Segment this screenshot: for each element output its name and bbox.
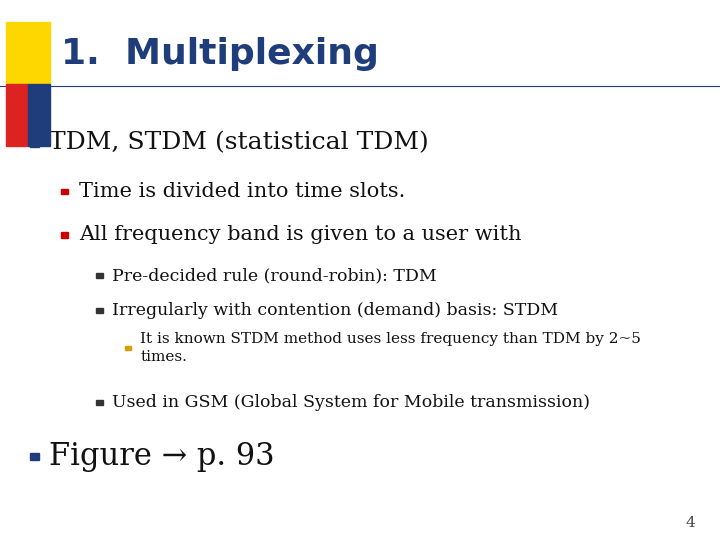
- Bar: [125, 346, 131, 350]
- Bar: [30, 453, 40, 460]
- Text: 1.  Multiplexing: 1. Multiplexing: [61, 37, 379, 71]
- Text: TDM, STDM (statistical TDM): TDM, STDM (statistical TDM): [49, 132, 428, 154]
- Bar: [30, 139, 40, 146]
- Text: All frequency band is given to a user with: All frequency band is given to a user wi…: [79, 225, 522, 245]
- Text: It is known STDM method uses less frequency than TDM by 2~5
times.: It is known STDM method uses less freque…: [140, 333, 642, 364]
- Bar: [96, 308, 103, 313]
- Bar: [61, 189, 68, 194]
- Text: Time is divided into time slots.: Time is divided into time slots.: [79, 182, 405, 201]
- Bar: [96, 400, 103, 405]
- Bar: [6, 22, 50, 84]
- Text: Pre-decided rule (round-robin): TDM: Pre-decided rule (round-robin): TDM: [112, 267, 436, 284]
- Bar: [6, 84, 28, 146]
- Bar: [28, 84, 50, 146]
- Text: Figure → p. 93: Figure → p. 93: [49, 441, 274, 472]
- Text: Used in GSM (Global System for Mobile transmission): Used in GSM (Global System for Mobile tr…: [112, 394, 590, 411]
- Bar: [61, 232, 68, 238]
- Bar: [96, 273, 103, 278]
- Text: 4: 4: [685, 516, 695, 530]
- Text: Irregularly with contention (demand) basis: STDM: Irregularly with contention (demand) bas…: [112, 302, 558, 319]
